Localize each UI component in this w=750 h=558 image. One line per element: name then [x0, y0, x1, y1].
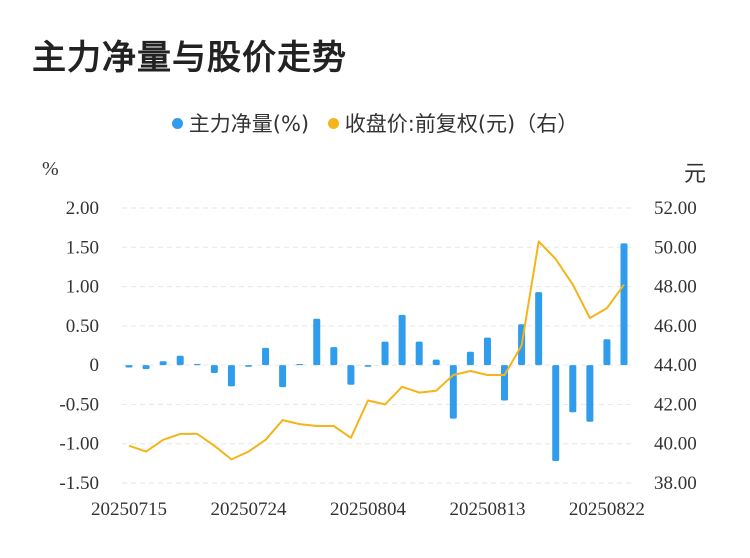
bar-net-flow — [501, 365, 509, 401]
bar-net-flow — [142, 365, 150, 370]
right-axis-unit: 元 — [684, 162, 707, 187]
left-axis-unit: % — [42, 158, 59, 180]
legend-dot-net-flow — [171, 117, 183, 129]
bar-net-flow — [586, 365, 594, 422]
bar-net-flow — [535, 292, 543, 366]
bar-net-flow — [244, 365, 252, 367]
left-axis-tick-label: 1.00 — [66, 277, 99, 298]
bar-net-flow — [569, 365, 577, 413]
bar-net-flow — [552, 365, 560, 461]
left-axis-tick-label: 2.00 — [66, 198, 99, 219]
bar-net-flow — [279, 365, 287, 388]
line-close-price — [128, 240, 625, 461]
bar-net-flow — [159, 361, 167, 366]
bar-net-flow — [381, 341, 389, 366]
legend-item-net-flow[interactable]: 主力净量(%) — [171, 108, 310, 138]
chart-legend: 主力净量(%) 收盘价:前复权(元)（右） — [0, 108, 750, 138]
right-axis-tick-label: 50.00 — [654, 237, 697, 258]
left-axis-tick-label: -1.50 — [59, 473, 99, 494]
bar-net-flow — [210, 365, 218, 373]
left-axis-tick-label: -1.00 — [59, 434, 99, 455]
bar-net-flow — [398, 314, 406, 366]
bar-net-flow — [296, 363, 304, 366]
x-axis-tick-label: 20250804 — [330, 499, 407, 520]
bar-net-flow — [466, 351, 474, 366]
bar-net-flow — [603, 339, 611, 366]
right-axis-tick-label: 42.00 — [654, 394, 697, 415]
bar-net-flow — [193, 363, 201, 366]
legend-dot-close-price — [327, 117, 339, 129]
legend-label-close-price: 收盘价:前复权(元)（右） — [344, 112, 579, 136]
left-axis-tick-label: -0.50 — [59, 394, 99, 415]
left-axis-tick-label: 0 — [90, 355, 100, 376]
chart-title: 主力净量与股价走势 — [32, 38, 347, 78]
right-axis-tick-label: 44.00 — [654, 355, 697, 376]
right-axis-tick-label: 52.00 — [654, 198, 697, 219]
legend-label-net-flow: 主力净量(%) — [188, 112, 310, 136]
bar-net-flow — [313, 318, 321, 366]
right-axis-tick-label: 46.00 — [654, 316, 697, 337]
x-axis-tick-label: 20250724 — [210, 499, 287, 520]
bar-net-flow — [415, 341, 423, 366]
bar-net-flow — [620, 243, 628, 366]
x-axis-tick-label: 20250822 — [569, 499, 645, 520]
right-axis-tick-label: 48.00 — [654, 277, 697, 298]
bar-net-flow — [483, 337, 491, 366]
x-axis-tick-label: 20250715 — [91, 499, 167, 520]
bar-net-flow — [262, 347, 270, 366]
bar-net-flow — [125, 365, 133, 368]
bar-net-flow — [176, 355, 184, 366]
bar-net-flow — [364, 365, 372, 367]
bar-net-flow — [347, 365, 355, 385]
bar-net-flow — [432, 359, 440, 366]
left-axis-tick-label: 1.50 — [66, 237, 99, 258]
legend-item-close-price[interactable]: 收盘价:前复权(元)（右） — [327, 108, 579, 138]
right-axis-tick-label: 38.00 — [654, 473, 697, 494]
x-axis-tick-label: 20250813 — [449, 499, 525, 520]
bar-net-flow — [227, 365, 235, 387]
bar-net-flow — [449, 365, 457, 419]
right-axis-tick-label: 40.00 — [654, 434, 697, 455]
bar-net-flow — [330, 347, 338, 366]
left-axis-tick-label: 0.50 — [66, 316, 99, 337]
